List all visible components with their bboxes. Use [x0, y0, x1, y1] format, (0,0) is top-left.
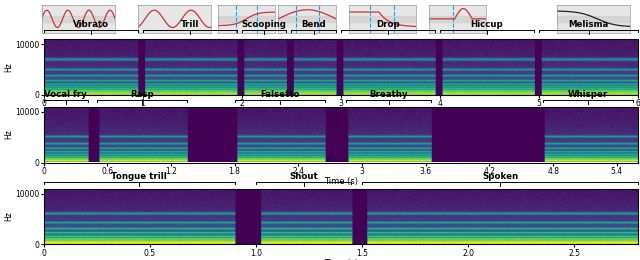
Text: Falsetto: Falsetto — [260, 90, 300, 99]
Text: Hiccup: Hiccup — [470, 20, 503, 29]
Bar — [278, 16, 336, 22]
Text: Tongue trill: Tongue trill — [111, 172, 167, 181]
Text: Spoken: Spoken — [482, 172, 518, 181]
Y-axis label: Hz: Hz — [4, 130, 13, 139]
Text: Breathy: Breathy — [369, 90, 408, 99]
X-axis label: Time (s): Time (s) — [324, 109, 358, 119]
Bar — [429, 16, 486, 22]
Text: Drop: Drop — [376, 20, 400, 29]
Bar — [349, 16, 416, 22]
Text: Vocal fry: Vocal fry — [44, 90, 87, 99]
Text: Rasp: Rasp — [130, 90, 154, 99]
Text: Melisma: Melisma — [568, 20, 609, 29]
Text: Trill: Trill — [180, 20, 199, 29]
Y-axis label: Hz: Hz — [4, 62, 13, 72]
X-axis label: Time (s): Time (s) — [324, 259, 358, 260]
Text: Scooping: Scooping — [241, 20, 287, 29]
Bar — [557, 16, 630, 22]
Text: Shout: Shout — [289, 172, 318, 181]
Bar — [218, 16, 275, 22]
Text: Vibrato: Vibrato — [72, 20, 109, 29]
Text: Whisper: Whisper — [568, 90, 608, 99]
Y-axis label: Hz: Hz — [4, 212, 13, 221]
Bar — [42, 16, 115, 22]
Text: Bend: Bend — [301, 20, 326, 29]
X-axis label: Time (s): Time (s) — [324, 177, 358, 186]
